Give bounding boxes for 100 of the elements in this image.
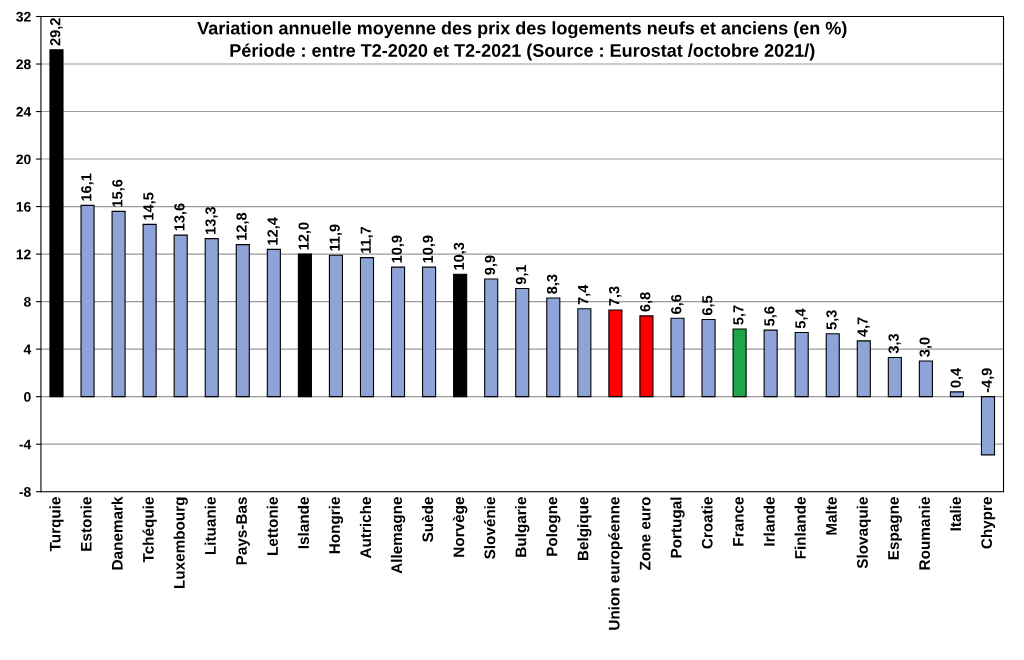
x-tick-label: Turquie xyxy=(49,497,64,552)
data-label: 0,4 xyxy=(950,367,963,388)
data-label: 15,6 xyxy=(112,179,125,207)
data-label: 6,5 xyxy=(702,295,715,316)
data-label: 5,3 xyxy=(826,310,839,330)
data-label: 16,1 xyxy=(81,173,94,201)
data-label: 11,7 xyxy=(360,226,374,253)
x-tick-label: Lituanie xyxy=(204,497,216,555)
bar xyxy=(763,329,778,398)
x-tick-label: Pologne xyxy=(546,497,561,556)
data-label: 10,9 xyxy=(391,235,405,263)
x-tick-label: Union européenne xyxy=(608,497,623,630)
x-tick-label: Hongrie xyxy=(328,497,344,554)
bar xyxy=(80,204,95,398)
data-label: 9,9 xyxy=(484,255,498,275)
y-tick-label: 12 xyxy=(16,249,31,260)
data-label: 8,3 xyxy=(546,274,560,294)
x-tick-label: Slovaquie xyxy=(856,497,871,569)
data-label: 6,8 xyxy=(640,292,653,312)
bar xyxy=(235,244,250,398)
x-tick-label: Roumanie xyxy=(918,497,930,570)
x-tick-label: Espagne xyxy=(888,497,902,560)
data-label: 5,7 xyxy=(733,305,746,325)
y-tick-label: 24 xyxy=(16,106,32,117)
x-tick-label: Lettonie xyxy=(266,497,278,555)
x-tick-label: Bulgarie xyxy=(515,497,530,557)
x-tick-label: Tchéquie xyxy=(142,497,157,563)
y-tick-label: 32 xyxy=(16,11,31,22)
bar xyxy=(887,356,902,398)
y-tick-label: 8 xyxy=(23,296,31,307)
bar xyxy=(825,333,840,398)
x-tick-label: Danemark xyxy=(111,496,123,570)
data-label: 7,3 xyxy=(608,286,622,306)
x-tick-label: Irlande xyxy=(763,497,775,546)
x-tick-label: Norvège xyxy=(452,497,468,557)
bar xyxy=(173,234,188,398)
data-label: 12,4 xyxy=(267,217,280,245)
x-tick-label: Belgique xyxy=(577,497,592,561)
bar xyxy=(980,396,996,456)
bar xyxy=(639,315,654,398)
x-tick-label: Estonie xyxy=(80,497,92,551)
data-label: 3,0 xyxy=(919,337,932,357)
bar xyxy=(328,254,344,398)
bar xyxy=(546,297,561,398)
bar xyxy=(266,248,281,398)
x-tick-label: Finlande xyxy=(794,497,806,559)
y-tick-label: 0 xyxy=(24,391,31,402)
x-tick-label: Pays-Bas xyxy=(236,497,250,565)
bar xyxy=(856,340,871,398)
bar xyxy=(515,287,530,398)
bar xyxy=(484,278,499,398)
data-label: 10,9 xyxy=(422,235,436,263)
bar xyxy=(701,318,716,398)
data-label: 11,9 xyxy=(329,224,342,251)
bar xyxy=(453,273,468,398)
data-label: 3,3 xyxy=(888,333,901,354)
bar xyxy=(111,210,126,398)
bar xyxy=(204,238,219,398)
x-tick-label: Malte xyxy=(825,497,837,535)
x-tick-label: France xyxy=(733,497,744,546)
y-tick-label: 20 xyxy=(16,154,31,165)
bar xyxy=(608,309,623,398)
x-tick-label: Slovénie xyxy=(483,497,496,559)
y-tick-label: -8 xyxy=(19,487,31,497)
bar xyxy=(949,391,965,398)
y-tick-label: 4 xyxy=(23,344,32,355)
x-tick-label: Suède xyxy=(421,497,434,542)
bar xyxy=(577,308,592,398)
bar xyxy=(359,257,375,398)
data-label: 14,5 xyxy=(143,192,156,220)
data-label: 29,2 xyxy=(50,18,63,46)
data-label: -4,9 xyxy=(981,368,995,393)
bar xyxy=(918,360,933,398)
data-label: 12,8 xyxy=(236,212,249,240)
bar xyxy=(142,223,157,398)
data-label: 5,6 xyxy=(764,306,777,326)
bar xyxy=(297,253,312,398)
x-tick-label: Portugal xyxy=(670,497,685,558)
data-label: 5,4 xyxy=(795,308,808,329)
y-tick-label: -4 xyxy=(19,439,32,450)
bar xyxy=(390,266,406,398)
y-tick-label: 16 xyxy=(16,201,31,212)
data-label: 7,4 xyxy=(578,284,591,305)
bar xyxy=(670,317,685,398)
data-label: 9,1 xyxy=(515,264,529,285)
x-tick-label: Allemagne xyxy=(390,497,406,574)
data-label: 4,7 xyxy=(857,317,870,337)
x-tick-label: Autriche xyxy=(359,497,372,559)
text: Variation annuelle moyenne des prix des logements neufs et anciens (en %) Période : entre T2-2020 et T2-2021 (Source : Eurostat /octobre 2021/) xyxy=(197,21,847,61)
x-tick-label: Zone euro xyxy=(639,497,651,570)
data-label: 6,6 xyxy=(671,294,684,314)
data-label: 10,3 xyxy=(453,242,467,270)
x-tick-label: Italie xyxy=(949,497,962,531)
x-tick-label: Islande xyxy=(297,497,309,549)
data-label: 12,0 xyxy=(298,222,311,250)
bar xyxy=(794,331,809,398)
x-tick-label: Croatie xyxy=(701,497,713,549)
bar xyxy=(49,49,64,398)
x-tick-label: Chypre xyxy=(980,497,996,549)
bar xyxy=(422,266,437,398)
